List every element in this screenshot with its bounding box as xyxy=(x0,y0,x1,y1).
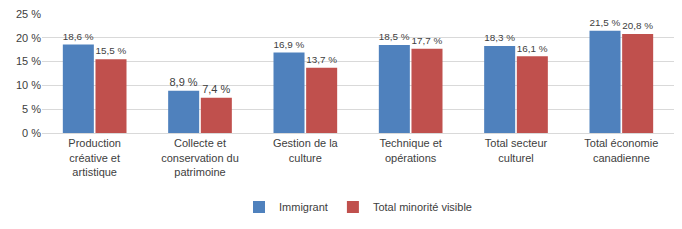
svg-text:Total minorité visible: Total minorité visible xyxy=(373,201,472,213)
svg-text:15 %: 15 % xyxy=(16,55,41,67)
svg-text:18,6 %: 18,6 % xyxy=(63,31,94,42)
svg-text:5 %: 5 % xyxy=(22,103,41,115)
svg-text:10 %: 10 % xyxy=(16,79,41,91)
svg-text:16,9 %: 16,9 % xyxy=(274,39,305,50)
svg-text:Total économiecanadienne: Total économiecanadienne xyxy=(584,137,658,163)
svg-text:Total secteurculturel: Total secteurculturel xyxy=(485,137,548,163)
svg-text:16,1 %: 16,1 % xyxy=(517,43,548,54)
svg-text:18,3 %: 18,3 % xyxy=(484,32,515,43)
svg-text:0 %: 0 % xyxy=(22,127,41,139)
svg-text:8,9 %: 8,9 % xyxy=(169,76,197,88)
svg-text:17,7 %: 17,7 % xyxy=(411,35,442,46)
svg-text:20 %: 20 % xyxy=(16,32,41,44)
svg-text:18,5 %: 18,5 % xyxy=(379,31,410,42)
svg-text:21,5 %: 21,5 % xyxy=(590,17,621,28)
svg-text:Gestion de laculture: Gestion de laculture xyxy=(273,137,339,163)
svg-text:Technique etopérations: Technique etopérations xyxy=(379,137,441,163)
svg-text:Collecte etconservation dupatr: Collecte etconservation dupatrimoine xyxy=(161,137,239,178)
svg-text:Productioncréative etartistiqu: Productioncréative etartistique xyxy=(68,137,121,178)
svg-text:25 %: 25 % xyxy=(16,8,41,20)
svg-text:15,5 %: 15,5 % xyxy=(95,45,126,56)
svg-text:Immigrant: Immigrant xyxy=(279,201,328,213)
svg-text:7,4 %: 7,4 % xyxy=(202,83,230,95)
svg-text:13,7 %: 13,7 % xyxy=(306,54,337,65)
svg-text:20,8 %: 20,8 % xyxy=(622,20,653,31)
